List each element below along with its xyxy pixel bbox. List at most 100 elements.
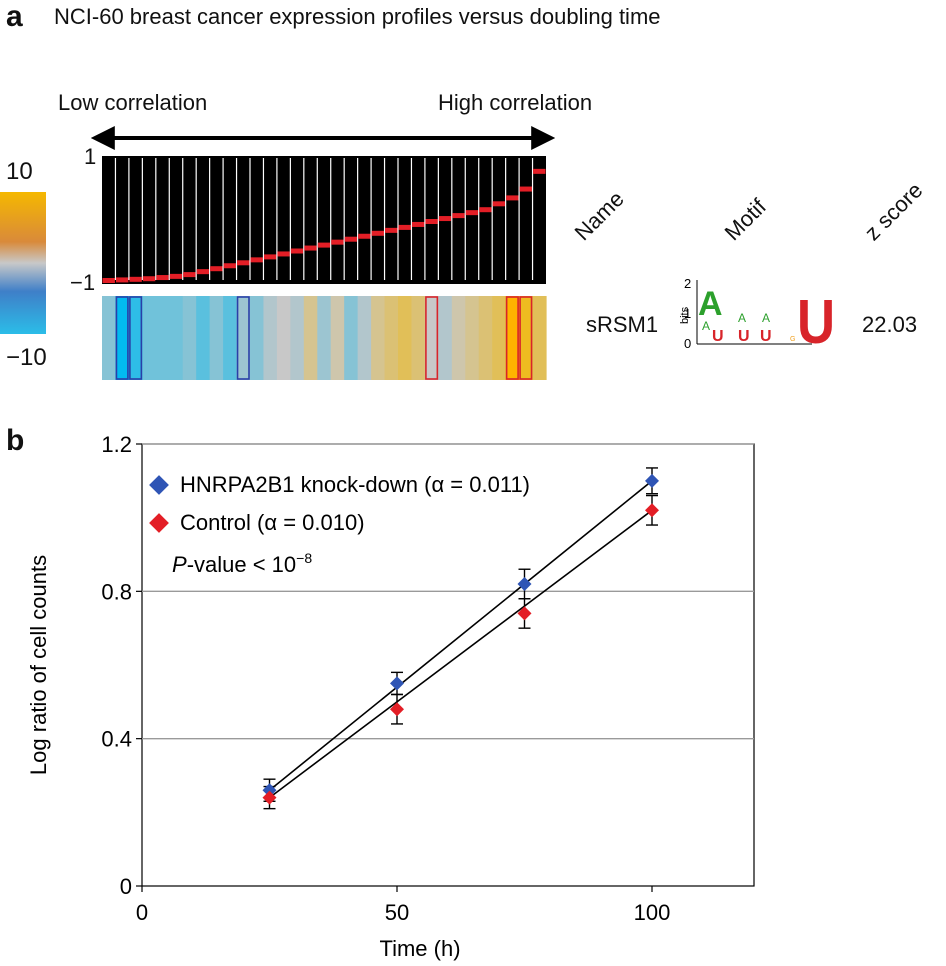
y-axis-label: Log ratio of cell counts bbox=[26, 555, 51, 775]
svg-text:U: U bbox=[760, 328, 772, 345]
panel-a-letter: a bbox=[6, 0, 23, 33]
y-tick-label: 0 bbox=[120, 874, 132, 899]
legend-label-control: Control (α = 0.010) bbox=[180, 510, 365, 535]
svg-text:A: A bbox=[762, 311, 770, 325]
data-point bbox=[262, 783, 277, 798]
fit-lines bbox=[268, 480, 653, 799]
heat-cell bbox=[384, 296, 399, 380]
heat-cell bbox=[398, 296, 413, 380]
data-point bbox=[390, 676, 404, 691]
heat-cell bbox=[250, 296, 265, 380]
correlation-marker bbox=[317, 242, 331, 248]
heat-cell bbox=[303, 296, 318, 380]
correlation-marker bbox=[304, 245, 317, 251]
correlation-marker bbox=[331, 239, 344, 245]
svg-text:U: U bbox=[738, 328, 750, 345]
svg-text:A: A bbox=[702, 319, 710, 333]
x-tick-label: 0 bbox=[136, 900, 148, 925]
y-tick-label: 1.2 bbox=[101, 432, 132, 457]
highlight-box bbox=[129, 296, 143, 380]
heat-cell bbox=[532, 296, 547, 380]
heat-cell bbox=[115, 296, 130, 380]
correlation-marker bbox=[411, 221, 425, 227]
highlight-box bbox=[519, 296, 533, 380]
correlation-marker bbox=[438, 216, 452, 222]
correlation-marker bbox=[156, 275, 169, 281]
heat-cell bbox=[142, 296, 157, 380]
motif-logo: bits 2 1 0 A A A U A U U U G bbox=[679, 276, 835, 357]
x-axis-label: Time (h) bbox=[379, 936, 460, 961]
correlation-bars bbox=[102, 158, 546, 283]
row-name: sRSM1 bbox=[586, 312, 659, 337]
data-point bbox=[517, 576, 532, 591]
correlation-marker bbox=[398, 224, 411, 230]
legend-marker-knockdown bbox=[149, 475, 169, 495]
correlation-marker bbox=[425, 219, 438, 224]
heat-cell bbox=[209, 296, 224, 380]
heat-cell bbox=[505, 296, 520, 380]
svg-text:A: A bbox=[698, 285, 723, 323]
correlation-marker bbox=[210, 266, 223, 272]
heat-cell bbox=[236, 296, 251, 380]
low-correlation-label: Low correlation bbox=[58, 90, 208, 115]
correlation-marker bbox=[223, 263, 237, 269]
fit-line bbox=[269, 509, 653, 799]
x-ticks: 0 50 100 bbox=[136, 886, 670, 925]
correlation-marker bbox=[492, 201, 506, 207]
correlation-marker bbox=[277, 251, 290, 257]
highlight-boxes bbox=[115, 296, 533, 380]
correlation-marker bbox=[344, 236, 358, 242]
panel-a-title: NCI-60 breast cancer expression profiles… bbox=[54, 4, 661, 29]
correlation-marker bbox=[250, 257, 263, 263]
highlight-box bbox=[505, 296, 519, 380]
heat-cell bbox=[169, 296, 184, 380]
correlation-marker bbox=[519, 186, 533, 192]
growth-chart: 0 0.4 0.8 1.2 0 50 100 Log ratio of cell coun… bbox=[26, 432, 755, 961]
correlation-marker bbox=[506, 195, 519, 201]
high-correlation-label: High correlation bbox=[438, 90, 593, 115]
heat-cell bbox=[276, 296, 291, 380]
pvalue-text: P-value < 10−8 bbox=[172, 550, 312, 577]
svg-text:U: U bbox=[797, 288, 835, 357]
correlation-marker bbox=[169, 273, 183, 279]
heat-cell bbox=[155, 296, 170, 380]
y-tick-label: 0.8 bbox=[101, 579, 132, 604]
correlation-marker bbox=[452, 213, 465, 219]
data-point bbox=[645, 503, 659, 518]
heat-cell bbox=[128, 296, 143, 380]
heat-cell bbox=[451, 296, 466, 380]
highlight-box bbox=[425, 296, 439, 380]
correlation-marker bbox=[263, 254, 277, 260]
correlation-marker bbox=[196, 269, 210, 275]
correlation-marker bbox=[358, 233, 371, 239]
heat-cell bbox=[290, 296, 305, 380]
correlation-marker bbox=[290, 248, 304, 254]
y-ticks: 0 0.4 0.8 1.2 bbox=[101, 432, 142, 899]
correlation-marker bbox=[115, 277, 129, 283]
correlation-marker bbox=[102, 278, 115, 283]
scale-top-label: 10 bbox=[6, 158, 33, 185]
heat-cell bbox=[465, 296, 480, 380]
heat-cell bbox=[317, 296, 332, 380]
fit-line bbox=[268, 480, 653, 791]
data-point bbox=[390, 702, 404, 717]
correlation-marker bbox=[183, 272, 196, 278]
x-tick-label: 100 bbox=[634, 900, 671, 925]
data-point bbox=[645, 473, 659, 488]
bar-axis-bottom-label: −1 bbox=[70, 270, 96, 295]
correlation-bars-background bbox=[102, 156, 546, 284]
heat-cell bbox=[223, 296, 238, 380]
row-zscore: 22.03 bbox=[862, 312, 918, 337]
logo-tick-2: 2 bbox=[684, 276, 691, 291]
svg-text:U: U bbox=[712, 328, 724, 345]
grid-lines bbox=[142, 443, 754, 740]
bar-axis-top-label: 1 bbox=[84, 144, 97, 169]
panel-a-graphics: bits 2 1 0 A A A U A U U U G bbox=[0, 126, 835, 380]
correlation-marker bbox=[385, 227, 398, 233]
correlation-marker bbox=[371, 230, 385, 236]
correlation-marker bbox=[237, 260, 250, 266]
legend: HNRPA2B1 knock-down (α = 0.011) Control … bbox=[149, 472, 530, 577]
data-point bbox=[262, 790, 277, 805]
logo-tick-0: 0 bbox=[684, 336, 691, 351]
logo-tick-1: 1 bbox=[684, 306, 691, 321]
